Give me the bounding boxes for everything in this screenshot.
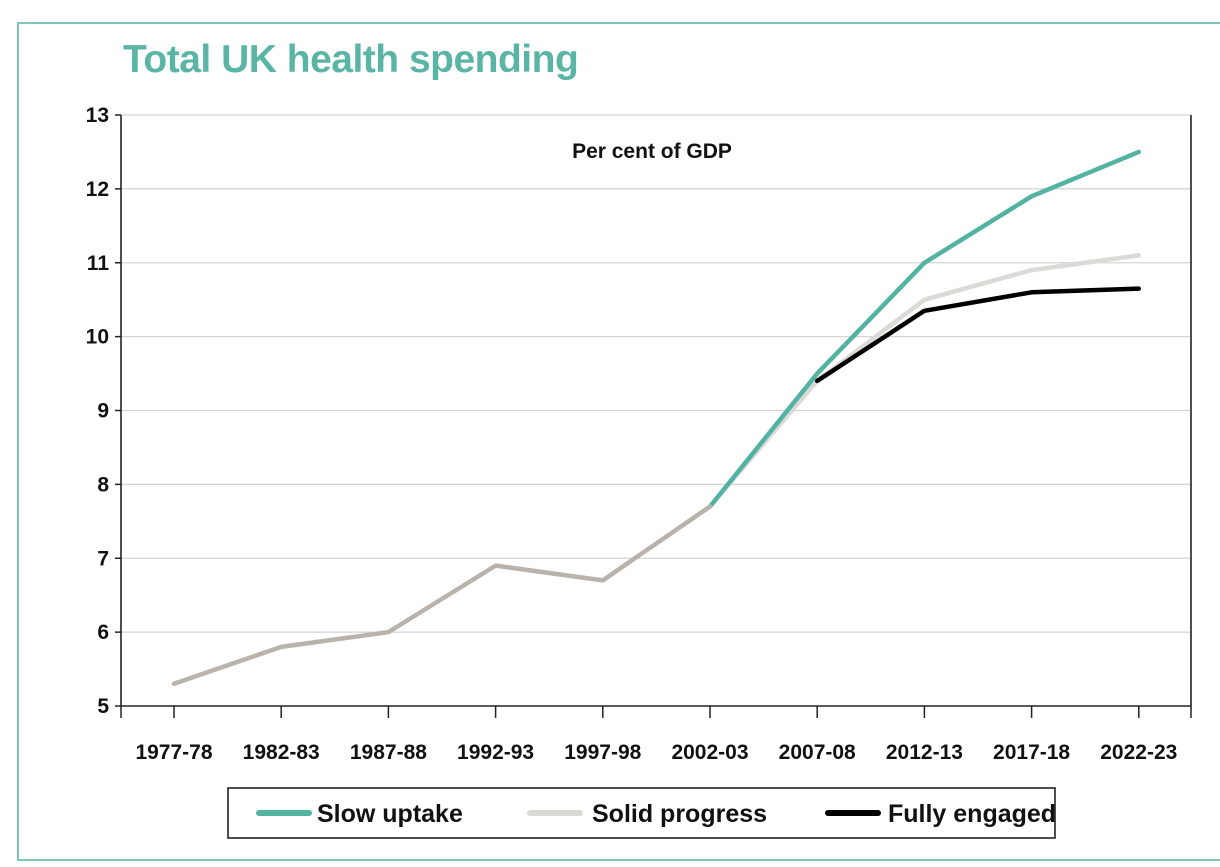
series-line-fully-engaged xyxy=(814,286,1142,384)
legend-label-fully-engaged: Fully engaged xyxy=(888,800,1056,828)
legend-label-solid-progress: Solid progress xyxy=(592,800,767,828)
chart-frame xyxy=(17,22,1220,861)
x-tick-label: 1987-88 xyxy=(350,741,427,764)
x-tick-labels: 1977-78 1982-83 1987-88 1992-93 1997-98 2002-… xyxy=(135,741,1177,764)
x-tick-label: 2002-03 xyxy=(671,741,748,764)
legend: Slow uptake Solid progress Fully engaged xyxy=(227,787,1056,839)
y-tick-label: 6 xyxy=(97,621,109,644)
y-tick-label: 7 xyxy=(97,547,109,570)
y-tick-label: 13 xyxy=(86,104,109,127)
unit-label: Per cent of GDP xyxy=(572,140,732,163)
series-line-solid-progress xyxy=(707,253,1142,509)
x-tick-label: 1992-93 xyxy=(457,741,534,764)
y-tick-label: 11 xyxy=(87,252,110,275)
x-tick-label: 1977-78 xyxy=(135,741,212,764)
x-tick-label: 2012-13 xyxy=(886,741,963,764)
y-tick-label: 10 xyxy=(86,326,109,349)
series-lines xyxy=(171,149,1142,687)
series-line-historical xyxy=(171,504,713,687)
x-tick-label: 1997-98 xyxy=(564,741,641,764)
x-tick-label: 2022-23 xyxy=(1100,741,1177,764)
y-tick-label: 9 xyxy=(97,400,109,423)
y-tick-labels: 5 6 7 8 9 10 11 12 13 xyxy=(86,104,110,718)
y-tick-label: 5 xyxy=(97,695,109,718)
legend-label-slow-uptake: Slow uptake xyxy=(317,800,463,828)
series-line-slow-uptake xyxy=(707,149,1142,509)
x-tick-label: 2017-18 xyxy=(993,741,1070,764)
x-tick-label: 2007-08 xyxy=(779,741,856,764)
x-tick-label: 1982-83 xyxy=(243,741,320,764)
legend-box xyxy=(227,787,1056,839)
axes xyxy=(115,114,1192,718)
y-tick-label: 12 xyxy=(86,178,109,201)
chart-title: Total UK health spending xyxy=(123,38,579,81)
grid-lines xyxy=(121,114,1191,633)
y-tick-label: 8 xyxy=(97,473,109,496)
